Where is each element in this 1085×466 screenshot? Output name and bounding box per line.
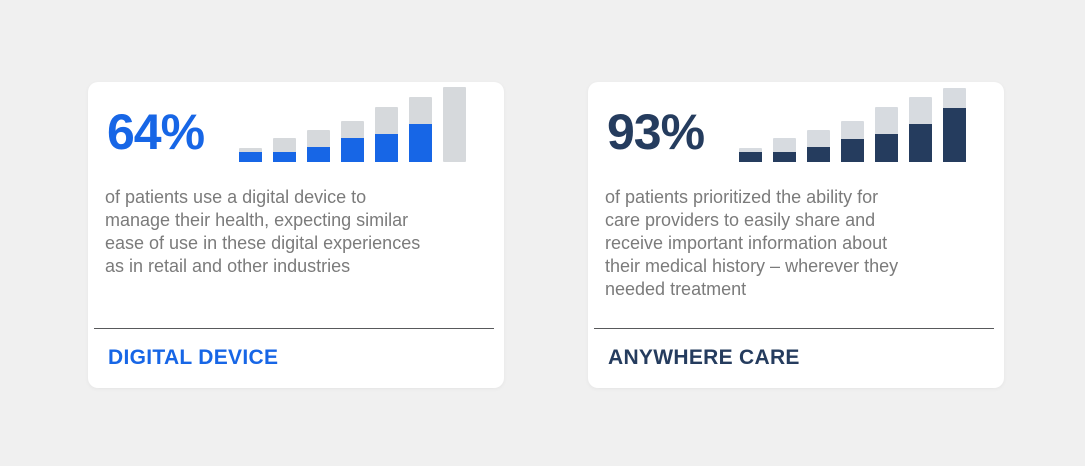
chart-bar	[409, 97, 432, 162]
stat-description: of patients use a digital device to mana…	[105, 187, 421, 276]
chart-bar	[341, 121, 364, 162]
chart-bar	[273, 138, 296, 162]
chart-bar-fill	[341, 138, 364, 162]
chart-bar-fill	[307, 147, 330, 162]
stat-row: 93%	[607, 86, 966, 162]
chart-bar-fill	[943, 108, 966, 162]
chart-bar-fill	[807, 147, 830, 162]
card-title: DIGITAL DEVICE	[108, 346, 279, 369]
divider	[94, 328, 494, 329]
growth-bar-chart	[239, 86, 466, 162]
growth-bar-chart	[739, 86, 966, 162]
chart-bar-fill	[273, 152, 296, 162]
chart-bar-fill	[739, 152, 762, 162]
chart-bar	[739, 148, 762, 162]
chart-bar	[307, 130, 330, 162]
stat-value: 64%	[107, 104, 205, 160]
stat-row: 64%	[107, 86, 466, 162]
stat-value: 93%	[607, 104, 705, 160]
card-title: ANYWHERE CARE	[608, 346, 800, 369]
chart-bar-fill	[239, 152, 262, 162]
chart-bar	[773, 138, 796, 162]
stat-card-digital-device: 64% of patients use a digital device to …	[88, 82, 504, 388]
chart-bar-fill	[409, 124, 432, 162]
chart-bar-fill	[841, 139, 864, 162]
chart-bar	[909, 97, 932, 162]
chart-bar	[375, 107, 398, 162]
chart-bar	[807, 130, 830, 162]
chart-bar-fill	[773, 152, 796, 162]
chart-bar	[875, 107, 898, 162]
stat-card-anywhere-care: 93% of patients prioritized the ability …	[588, 82, 1004, 388]
chart-bar-fill	[375, 134, 398, 162]
chart-bar	[943, 88, 966, 162]
stat-description: of patients prioritized the ability for …	[605, 187, 899, 299]
infographic-stat-cards: 64% of patients use a digital device to …	[88, 82, 1004, 388]
chart-bar	[443, 87, 466, 162]
chart-bar-fill	[875, 134, 898, 162]
chart-bar-fill	[909, 124, 932, 162]
chart-bar	[239, 148, 262, 162]
chart-bar	[841, 121, 864, 162]
divider	[594, 328, 994, 329]
